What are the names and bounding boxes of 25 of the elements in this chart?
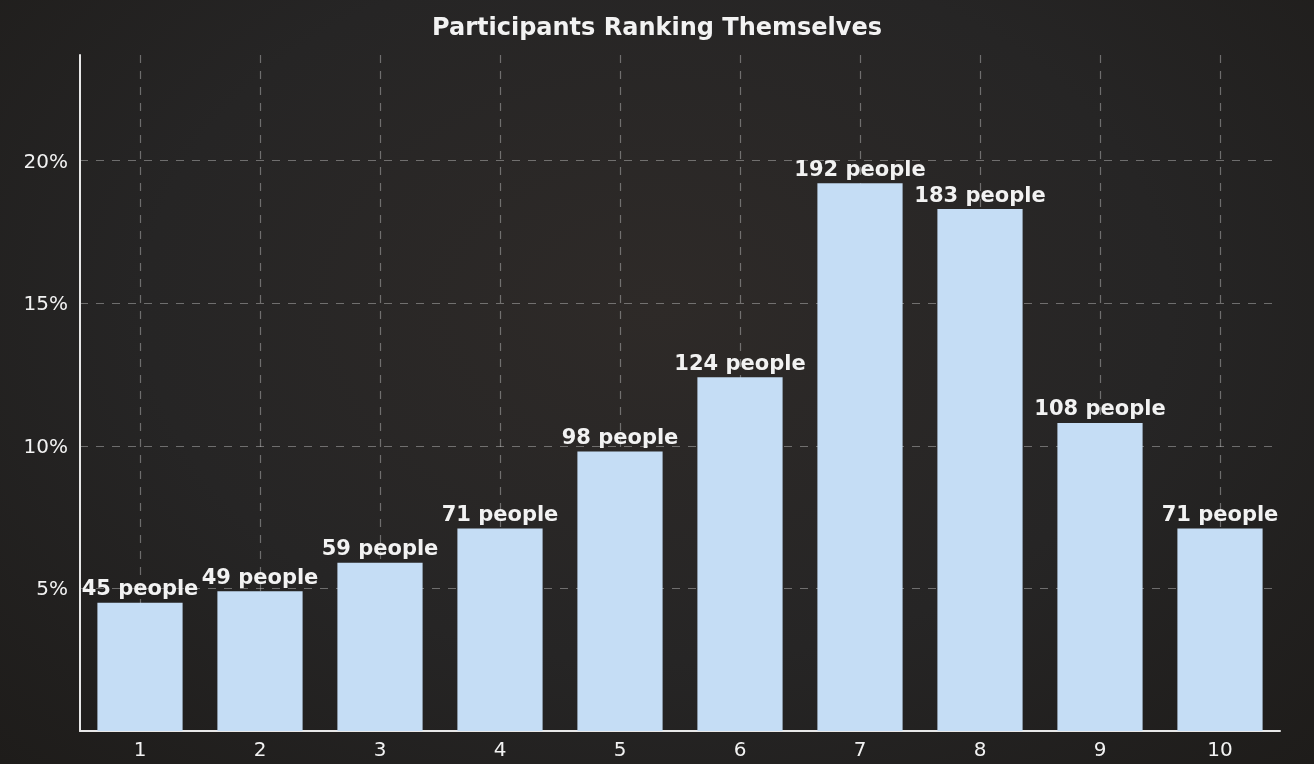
x-tick-label: 9	[1093, 737, 1107, 761]
x-tick-label: 7	[853, 737, 867, 761]
y-tick-label: 10%	[23, 433, 68, 458]
y-tick-label: 20%	[23, 148, 68, 173]
annotation: 108 people	[1034, 396, 1166, 421]
annotation: 183 people	[914, 182, 1046, 207]
annotation: 59 people	[321, 536, 439, 561]
x-tick-label: 4	[493, 737, 507, 761]
y-tick-label: 15%	[23, 291, 68, 316]
annotation: 192 people	[794, 156, 926, 181]
annotation: 71 people	[1161, 501, 1279, 526]
x-tick-label: 8	[973, 737, 987, 761]
chart-title: Participants Ranking Themselves	[431, 13, 883, 41]
x-tick-label: 1	[133, 737, 147, 761]
annotation: 124 people	[674, 350, 806, 375]
annotation: 71 people	[441, 501, 559, 526]
annotation: 49 people	[201, 564, 319, 589]
x-tick-label: 10	[1207, 737, 1233, 761]
x-tick-label: 6	[733, 737, 747, 761]
annotation: 98 people	[561, 424, 679, 449]
x-tick-label: 3	[373, 737, 387, 761]
annotation: 45 people	[81, 576, 199, 601]
y-tick-label: 5%	[36, 576, 68, 601]
x-tick-label: 2	[253, 737, 267, 761]
x-tick-label: 5	[613, 737, 627, 761]
